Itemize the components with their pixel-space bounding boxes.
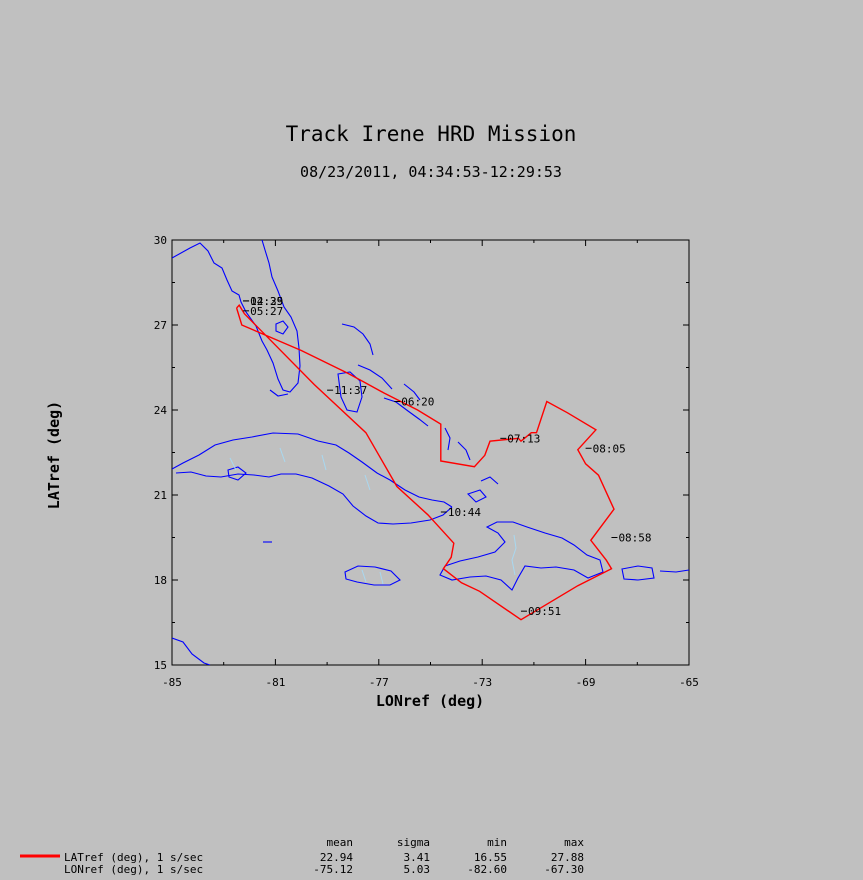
time-label: 12:29 [250, 295, 283, 308]
legend-row-lon-max: -67.30 [544, 863, 584, 876]
bahamas-chain-3 [383, 397, 429, 427]
yucatan-corner [172, 637, 211, 665]
bahamas-chain-6 [457, 441, 471, 461]
legend-row-lon-label: LONref (deg), 1 s/sec [64, 863, 203, 876]
legend-row-lat-min: 16.55 [474, 851, 507, 864]
country-borders [229, 447, 517, 585]
lake-okeechobee [275, 320, 289, 335]
hispaniola [439, 521, 604, 591]
time-label: 08:58 [618, 532, 651, 545]
legend-col-min: min [487, 836, 507, 849]
x-axis: -85 -81 -77 -73 -69 -65 [162, 240, 699, 689]
flight-track [235, 304, 615, 621]
bahamas-chain-4 [403, 383, 421, 401]
cuba-north-coast [172, 432, 453, 508]
time-label: 10:44 [448, 506, 481, 519]
legend-col-sigma: sigma [397, 836, 430, 849]
track-series-line [235, 304, 615, 621]
plot-area: 05:27 06:20 07:13 08:05 08:58 09:51 10:44 11:37… [154, 234, 699, 689]
andros-island [337, 371, 363, 413]
cuba-province-lines [229, 447, 371, 491]
x-tick-label: -81 [265, 676, 285, 689]
x-tick-label: -65 [679, 676, 699, 689]
legend-row-lon-sigma: 5.03 [404, 863, 431, 876]
y-axis-label: LATref (deg) [45, 401, 63, 509]
x-axis-label: LONref (deg) [376, 692, 484, 710]
time-label: 04:35 [250, 295, 283, 308]
legend-col-max: max [564, 836, 584, 849]
x-tick-label: -77 [369, 676, 389, 689]
legend-row-lat-sigma: 3.41 [404, 851, 431, 864]
inagua [466, 489, 487, 503]
chart-subtitle: 08/23/2011, 04:34:53-12:29:53 [300, 163, 562, 181]
legend-row-lat-label: LATref (deg), 1 s/sec [64, 851, 203, 864]
y-tick-label: 24 [154, 404, 168, 417]
time-annotations: 05:27 06:20 07:13 08:05 08:58 09:51 10:44 11:37… [243, 295, 652, 618]
time-label: 09:51 [528, 605, 561, 618]
haiti-dr-border [511, 534, 517, 576]
turks-caicos [480, 476, 499, 485]
puerto-rico [621, 565, 655, 581]
time-label: 06:20 [401, 396, 434, 409]
jamaica [344, 565, 401, 586]
bahamas-chain-2 [357, 364, 393, 390]
legend-col-mean: mean [327, 836, 354, 849]
legend-row-lat-max: 27.88 [551, 851, 584, 864]
florida-coast [172, 240, 301, 393]
bahamas-chain-1 [341, 323, 374, 356]
time-label: 05:27 [250, 305, 283, 318]
x-tick-label: -73 [472, 676, 492, 689]
virgin-islands [659, 569, 689, 573]
coastlines [172, 240, 689, 665]
time-label: 08:05 [593, 442, 626, 455]
legend-row-lon-min: -82.60 [467, 863, 507, 876]
y-tick-label: 18 [154, 574, 167, 587]
chart-title: Track Irene HRD Mission [286, 122, 577, 146]
time-label: 07:13 [507, 432, 540, 445]
y-axis: 15 18 21 24 27 30 [154, 234, 689, 672]
y-tick-label: 30 [154, 234, 167, 247]
bahamas-chain-5 [444, 427, 451, 451]
cuba-south-coast [175, 471, 453, 525]
florida-keys [269, 389, 289, 397]
x-tick-label: -85 [162, 676, 182, 689]
y-tick-label: 15 [154, 659, 167, 672]
legend-row-lat-mean: 22.94 [320, 851, 353, 864]
y-tick-label: 27 [154, 319, 167, 332]
jamaica-parish-lines [361, 569, 384, 585]
time-label: 11:37 [334, 384, 367, 397]
legend: mean sigma min max LATref (deg), 1 s/sec… [20, 836, 584, 876]
legend-row-lon-mean: -75.12 [313, 863, 353, 876]
isla-de-la-juventud [227, 466, 247, 481]
y-tick-label: 21 [154, 489, 167, 502]
x-tick-label: -69 [576, 676, 596, 689]
